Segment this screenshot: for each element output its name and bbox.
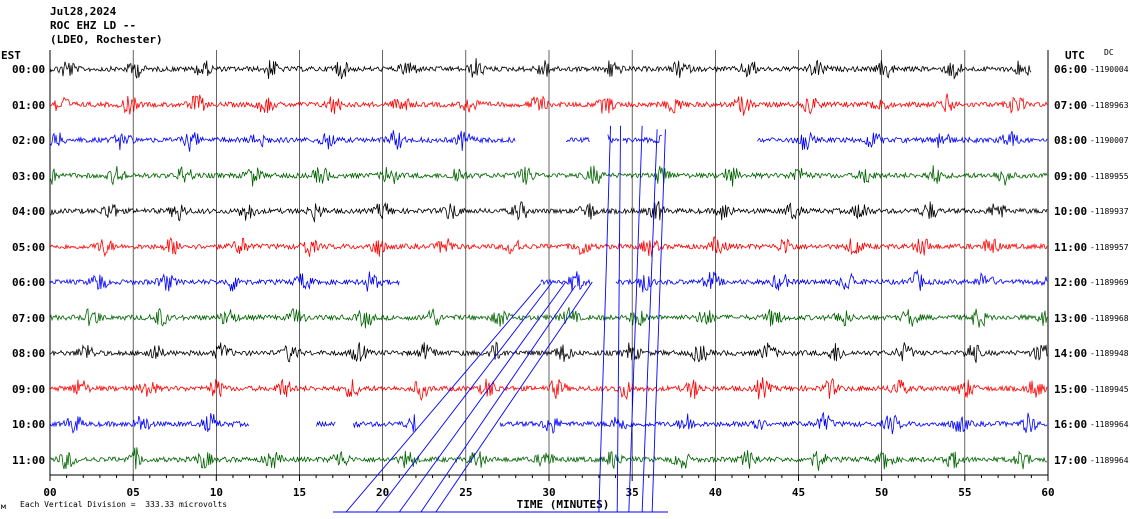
trace-row (49, 93, 1048, 116)
est-time-label: 01:00 (12, 98, 46, 112)
est-time-label: 03:00 (12, 169, 46, 183)
est-time-label: 09:00 (12, 382, 46, 396)
dc-label: DC (1104, 48, 1114, 57)
x-tick-label: 15 (293, 486, 306, 499)
utc-time-label: 08:00 (1054, 134, 1088, 147)
est-time-label: 05:00 (12, 240, 46, 254)
est-time-label: 10:00 (12, 418, 46, 431)
x-tick-label: 45 (792, 486, 805, 499)
event-slant-line (435, 281, 593, 513)
trace-row (49, 165, 1048, 187)
event-slant-line (345, 283, 542, 513)
dc-offset-label: -1190004 (1090, 65, 1129, 74)
x-tick-label: 00 (43, 486, 56, 499)
event-slant-line (641, 129, 658, 513)
x-tick-label: 55 (958, 486, 971, 499)
event-slant-line (628, 125, 643, 513)
x-tick-label: 20 (376, 486, 389, 499)
scale-text: Each Vertical Division = 333.33 microvol… (20, 500, 228, 509)
header-station: ROC EHZ LD -- (50, 19, 137, 32)
utc-time-label: 16:00 (1054, 418, 1088, 431)
dc-offset-label: -1189955 (1090, 171, 1129, 181)
utc-time-label: 10:00 (1054, 205, 1088, 218)
utc-zone-label: UTC (1065, 49, 1085, 62)
corner-mark: м (1, 502, 6, 511)
est-time-label: 07:00 (12, 311, 46, 325)
utc-time-label: 07:00 (1054, 98, 1088, 112)
utc-time-label: 06:00 (1054, 63, 1088, 76)
header-date: Jul28,2024 (50, 5, 117, 18)
trace-row (49, 411, 1048, 435)
dc-offset-label: -1189957 (1090, 242, 1129, 252)
event-slant-line (420, 285, 576, 513)
x-tick-label: 10 (210, 486, 223, 499)
trace-row (49, 307, 1048, 329)
dc-offset-label: -1189948 (1090, 349, 1129, 358)
utc-time-label: 12:00 (1054, 276, 1088, 289)
trace-row (49, 58, 1032, 80)
event-slant-line (375, 281, 553, 513)
utc-time-label: 15:00 (1054, 382, 1088, 396)
dc-offset-label: -1189937 (1090, 207, 1129, 216)
dc-offset-label: -1189968 (1090, 313, 1129, 323)
est-time-label: 08:00 (12, 347, 46, 360)
trace-row (49, 447, 1047, 471)
trace-row (49, 269, 1048, 293)
dc-offset-label: -1189964 (1090, 420, 1129, 429)
est-time-label: 06:00 (12, 276, 46, 289)
utc-time-label: 17:00 (1054, 453, 1088, 467)
x-tick-label: 25 (459, 486, 472, 499)
est-time-label: 02:00 (12, 134, 46, 147)
utc-time-label: 14:00 (1054, 347, 1088, 360)
trace-row (49, 341, 1048, 363)
event-slant-line (651, 129, 666, 513)
trace-row (49, 236, 1048, 258)
x-tick-label: 60 (1041, 486, 1054, 499)
event-slant-line (398, 281, 566, 513)
x-tick-label: 05 (127, 486, 140, 499)
trace-row (49, 377, 1048, 402)
dc-offset-label: -1189945 (1090, 384, 1129, 394)
dc-offset-label: -1190007 (1090, 136, 1129, 145)
x-tick-label: 40 (709, 486, 722, 499)
utc-time-label: 11:00 (1054, 240, 1088, 254)
est-time-label: 04:00 (12, 205, 46, 218)
event-slant-line (616, 125, 621, 513)
est-time-label: 11:00 (12, 453, 46, 467)
x-tick-label: 30 (542, 486, 555, 499)
dc-offset-label: -1189964 (1090, 455, 1129, 465)
header-network: (LDEO, Rochester) (50, 33, 163, 46)
utc-time-label: 13:00 (1054, 311, 1088, 325)
x-axis-label: TIME (MINUTES) (517, 498, 610, 511)
x-tick-label: 50 (875, 486, 888, 499)
dc-offset-label: -1189963 (1090, 100, 1129, 110)
trace-row (49, 201, 1048, 223)
event-slant-line (598, 125, 611, 513)
est-time-label: 00:00 (12, 63, 46, 76)
trace-row (49, 130, 1048, 152)
est-zone-label: EST (1, 49, 21, 62)
x-tick-label: 35 (626, 486, 639, 499)
utc-time-label: 09:00 (1054, 169, 1088, 183)
dc-offset-label: -1189969 (1090, 278, 1129, 287)
